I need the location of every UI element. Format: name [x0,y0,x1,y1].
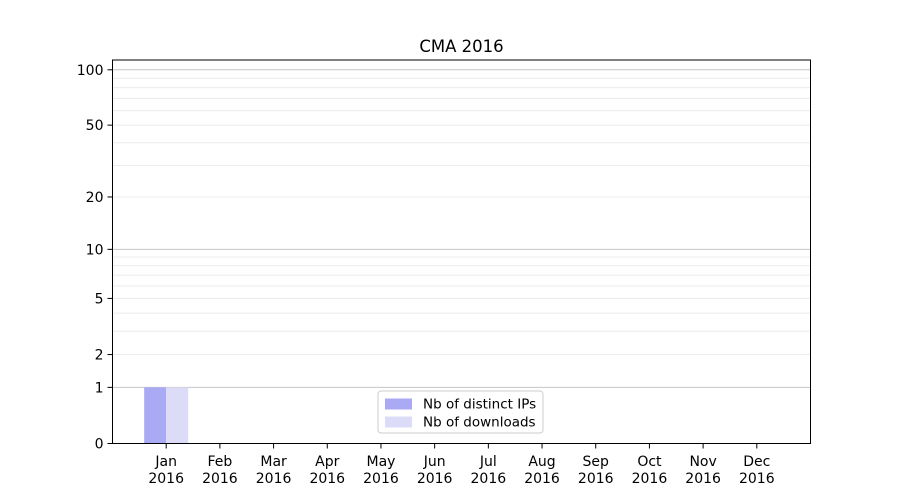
x-tick-label-month-feb-2016: Feb [207,454,232,470]
legend: Nb of distinct IPs Nb of downloads [377,390,544,434]
x-tick-label-month-jul-2016: Jul [479,454,497,470]
x-tick-label-year-jun-2016: 2016 [417,471,453,487]
legend-label-downloads: Nb of downloads [423,415,536,431]
x-tick-label-year-feb-2016: 2016 [202,471,238,487]
y-tick-label-2: 2 [95,348,104,364]
y-tick-label-20: 20 [86,190,104,206]
y-tick-label-5: 5 [95,291,104,307]
x-tick-label-year-sep-2016: 2016 [578,471,614,487]
x-tick-label-year-nov-2016: 2016 [685,471,721,487]
x-tick-label-year-mar-2016: 2016 [256,471,292,487]
x-tick-label-year-aug-2016: 2016 [524,471,560,487]
y-tick-label-100: 100 [77,63,104,79]
bar-nb-of-distinct-ips-jan-2016 [144,387,167,444]
x-tick-label-year-jul-2016: 2016 [471,471,507,487]
legend-swatch-downloads [385,416,412,428]
y-tick-label-50: 50 [86,118,104,134]
y-tick-label-10: 10 [86,242,104,258]
gridlines [112,69,811,388]
plot-border [112,59,811,444]
x-tick-label-month-apr-2016: Apr [315,454,339,470]
bar-series [144,387,189,444]
legend-label-distinct-ips: Nb of distinct IPs [423,397,536,413]
x-tick-label-month-oct-2016: Oct [637,454,662,470]
x-tick-label-month-sep-2016: Sep [583,454,610,470]
x-tick-label-month-jun-2016: Jun [423,454,446,470]
bar-nb-of-downloads-jan-2016 [166,387,189,444]
x-tick-label-month-mar-2016: Mar [260,454,287,470]
chart-title: CMA 2016 [419,37,503,56]
x-tick-label-month-jan-2016: Jan [154,454,177,470]
x-tick-label-year-dec-2016: 2016 [739,471,775,487]
x-tick-label-month-dec-2016: Dec [743,454,770,470]
legend-box [377,390,544,434]
y-tick-label-0: 0 [95,437,104,453]
x-tick-label-month-aug-2016: Aug [528,454,555,470]
axes: 1005020105210Jan2016Feb2016Mar2016Apr201… [77,63,775,487]
x-tick-label-year-may-2016: 2016 [363,471,399,487]
x-tick-label-month-nov-2016: Nov [689,454,716,470]
x-tick-label-month-may-2016: May [366,454,395,470]
legend-swatch-distinct-ips [385,398,412,410]
x-tick-label-year-oct-2016: 2016 [632,471,668,487]
x-tick-label-year-jan-2016: 2016 [148,471,184,487]
y-tick-label-1: 1 [95,380,104,396]
x-tick-label-year-apr-2016: 2016 [309,471,345,487]
